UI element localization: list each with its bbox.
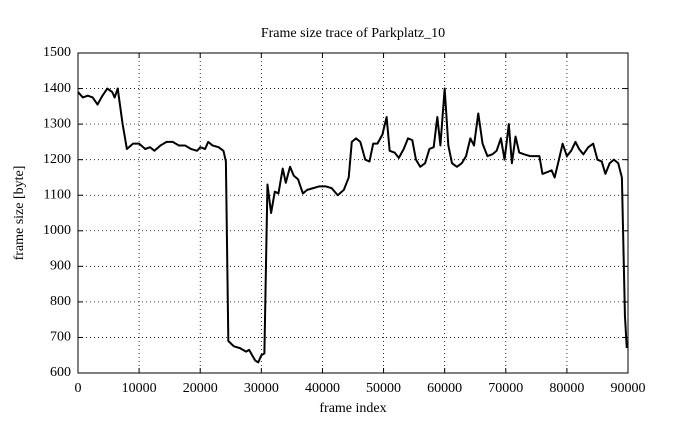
- x-axis-label: frame index: [319, 401, 386, 416]
- y-tick-label: 700: [50, 330, 71, 345]
- y-tick-label: 600: [50, 365, 71, 380]
- x-tick-label: 70000: [488, 381, 523, 396]
- y-tick-label: 800: [50, 294, 71, 309]
- y-tick-label: 900: [50, 259, 71, 274]
- x-tick-label: 40000: [305, 381, 340, 396]
- x-tick-label: 20000: [183, 381, 218, 396]
- y-tick-label: 1300: [43, 116, 71, 131]
- y-tick-label: 1400: [43, 81, 71, 96]
- x-tick-label: 10000: [122, 381, 157, 396]
- x-tick-label: 0: [75, 381, 82, 396]
- x-tick-label: 80000: [549, 381, 584, 396]
- x-tick-label: 60000: [427, 381, 462, 396]
- y-tick-label: 1500: [43, 45, 71, 60]
- y-tick-label: 1000: [43, 223, 71, 238]
- y-tick-label: 1200: [43, 152, 71, 167]
- chart-title: Frame size trace of Parkplatz_10: [261, 26, 445, 41]
- y-tick-label: 1100: [44, 187, 71, 202]
- x-tick-label: 90000: [611, 381, 646, 396]
- y-axis-label: frame size [byte]: [12, 166, 27, 261]
- x-tick-label: 50000: [366, 381, 401, 396]
- plot-frame: [77, 52, 629, 374]
- x-tick-label: 30000: [244, 381, 279, 396]
- data-line: [77, 87, 628, 364]
